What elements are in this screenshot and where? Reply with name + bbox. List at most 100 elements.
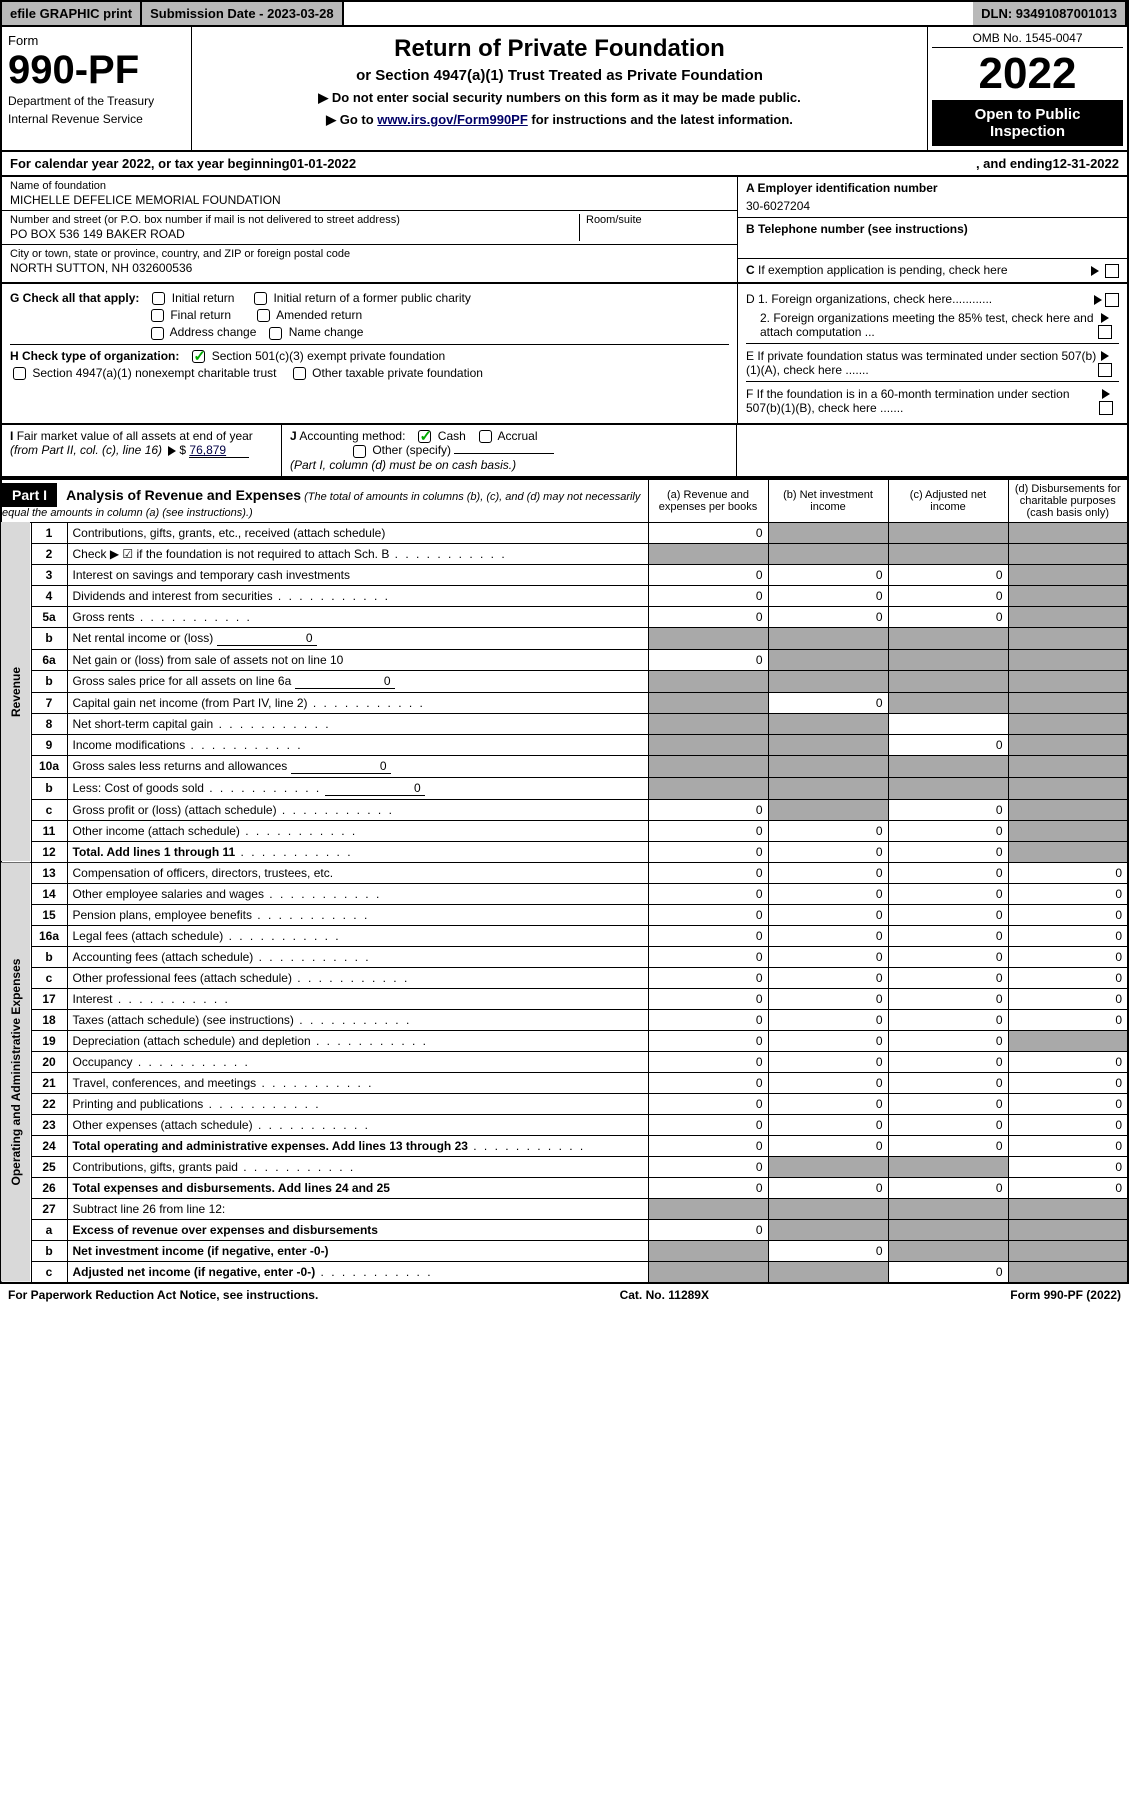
cell-d: 0 [1008,1072,1128,1093]
cell-a: 0 [648,988,768,1009]
chk-d1[interactable] [1105,293,1119,307]
row-label: Income modifications [67,734,648,755]
cell-b [768,755,888,777]
row-number: c [31,1261,67,1283]
chk-final[interactable] [151,309,164,322]
cash-basis-note: (Part I, column (d) must be on cash basi… [290,458,728,472]
calendar-year-row: For calendar year 2022, or tax year begi… [0,152,1129,177]
chk-cash[interactable] [418,430,431,443]
identification-section: Name of foundation MICHELLE DEFELICE MEM… [0,177,1129,284]
col-b-header: (b) Net investment income [768,479,888,523]
cell-a: 0 [648,1177,768,1198]
cell-b [768,670,888,692]
cell-d [1008,841,1128,862]
table-row: bLess: Cost of goods sold 0 [1,777,1128,799]
cell-c [888,543,1008,564]
cell-b: 0 [768,606,888,627]
g-label: G Check all that apply: [10,291,139,305]
chk-4947[interactable] [13,367,26,380]
cell-b: 0 [768,883,888,904]
cell-c [888,670,1008,692]
paperwork-notice: For Paperwork Reduction Act Notice, see … [8,1288,318,1302]
arrow-icon [168,446,176,456]
cell-c: 0 [888,925,1008,946]
table-row: cAdjusted net income (if negative, enter… [1,1261,1128,1283]
table-row: 5aGross rents000 [1,606,1128,627]
cell-c: 0 [888,1177,1008,1198]
col-d-header: (d) Disbursements for charitable purpose… [1008,479,1128,523]
cell-d: 0 [1008,925,1128,946]
row-label: Net short-term capital gain [67,713,648,734]
phone-label: B Telephone number (see instructions) [746,222,968,236]
row-number: 10a [31,755,67,777]
cell-c: 0 [888,1030,1008,1051]
row-label: Contributions, gifts, grants paid [67,1156,648,1177]
chk-e[interactable] [1098,363,1112,377]
row-number: 21 [31,1072,67,1093]
row-label: Gross rents [67,606,648,627]
cell-a: 0 [648,1156,768,1177]
chk-address[interactable] [151,327,164,340]
row-label: Travel, conferences, and meetings [67,1072,648,1093]
cell-a [648,627,768,649]
chk-initial[interactable] [152,292,165,305]
row-number: b [31,777,67,799]
cell-a: 0 [648,946,768,967]
cell-b: 0 [768,1240,888,1261]
chk-501c3[interactable] [192,350,205,363]
cell-b: 0 [768,1177,888,1198]
cell-a: 0 [648,925,768,946]
cell-a: 0 [648,564,768,585]
cell-b: 0 [768,967,888,988]
dept-treasury: Department of the Treasury [8,94,185,108]
cell-b [768,777,888,799]
table-row: 11Other income (attach schedule)000 [1,820,1128,841]
cell-d [1008,649,1128,670]
cell-d [1008,692,1128,713]
row-number: 15 [31,904,67,925]
table-row: 17Interest0000 [1,988,1128,1009]
chk-other-method[interactable] [353,445,366,458]
table-row: 12Total. Add lines 1 through 11000 [1,841,1128,862]
chk-amended[interactable] [257,309,270,322]
row-label: Contributions, gifts, grants, etc., rece… [67,522,648,543]
cell-d: 0 [1008,1114,1128,1135]
row-label: Legal fees (attach schedule) [67,925,648,946]
chk-accrual[interactable] [479,430,492,443]
cell-c [888,1156,1008,1177]
chk-initial-former[interactable] [254,292,267,305]
fmv-value[interactable]: 76,879 [189,443,249,458]
open-inspection: Open to Public Inspection [932,100,1123,146]
table-row: bGross sales price for all assets on lin… [1,670,1128,692]
row-label: Dividends and interest from securities [67,585,648,606]
cell-d [1008,1030,1128,1051]
cell-c: 0 [888,946,1008,967]
irs-link[interactable]: www.irs.gov/Form990PF [377,112,528,127]
table-row: 6aNet gain or (loss) from sale of assets… [1,649,1128,670]
cell-d [1008,734,1128,755]
row-number: 18 [31,1009,67,1030]
table-row: bNet rental income or (loss) 0 [1,627,1128,649]
chk-name[interactable] [269,327,282,340]
bottom-options: I Fair market value of all assets at end… [0,425,1129,478]
chk-d2[interactable] [1098,325,1112,339]
cell-c: 0 [888,820,1008,841]
row-number: 9 [31,734,67,755]
row-number: 5a [31,606,67,627]
header-left: Form 990-PF Department of the Treasury I… [2,27,192,150]
row-label: Interest on savings and temporary cash i… [67,564,648,585]
cell-b: 0 [768,585,888,606]
table-row: 2Check ▶ ☑ if the foundation is not requ… [1,543,1128,564]
row-number: 25 [31,1156,67,1177]
chk-f[interactable] [1099,401,1113,415]
efile-label[interactable]: efile GRAPHIC print [2,2,142,25]
cell-c: 0 [888,585,1008,606]
chk-other-taxable[interactable] [293,367,306,380]
e-label: E If private foundation status was termi… [746,349,1098,377]
revenue-side-label: Revenue [1,522,31,862]
row-label: Printing and publications [67,1093,648,1114]
checkbox-c[interactable] [1105,264,1119,278]
table-row: 24Total operating and administrative exp… [1,1135,1128,1156]
cell-a: 0 [648,606,768,627]
cell-d: 0 [1008,862,1128,883]
